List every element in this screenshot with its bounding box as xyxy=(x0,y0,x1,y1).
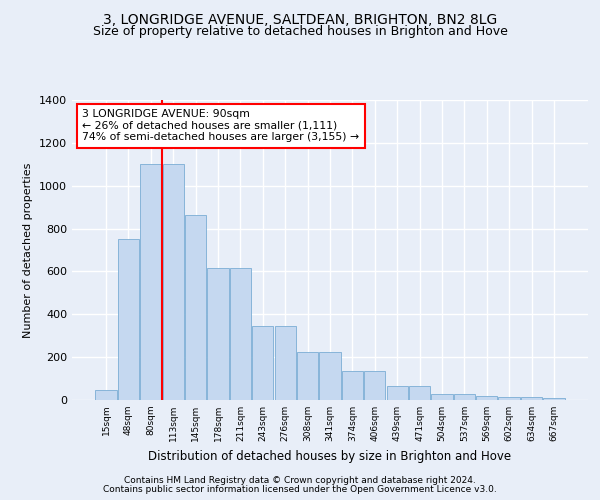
Bar xyxy=(476,396,497,400)
Text: 3 LONGRIDGE AVENUE: 90sqm
← 26% of detached houses are smaller (1,111)
74% of se: 3 LONGRIDGE AVENUE: 90sqm ← 26% of detac… xyxy=(82,109,359,142)
Bar xyxy=(185,216,206,400)
X-axis label: Distribution of detached houses by size in Brighton and Hove: Distribution of detached houses by size … xyxy=(148,450,512,462)
Bar xyxy=(118,240,139,400)
Bar xyxy=(95,390,117,400)
Bar xyxy=(342,371,363,400)
Bar xyxy=(521,397,542,400)
Bar xyxy=(275,326,296,400)
Bar xyxy=(543,398,565,400)
Bar xyxy=(208,268,229,400)
Bar xyxy=(431,394,452,400)
Bar xyxy=(252,326,274,400)
Text: Contains public sector information licensed under the Open Government Licence v3: Contains public sector information licen… xyxy=(103,485,497,494)
Text: 3, LONGRIDGE AVENUE, SALTDEAN, BRIGHTON, BN2 8LG: 3, LONGRIDGE AVENUE, SALTDEAN, BRIGHTON,… xyxy=(103,12,497,26)
Bar xyxy=(163,164,184,400)
Text: Size of property relative to detached houses in Brighton and Hove: Size of property relative to detached ho… xyxy=(92,25,508,38)
Bar xyxy=(364,371,385,400)
Bar xyxy=(140,164,161,400)
Y-axis label: Number of detached properties: Number of detached properties xyxy=(23,162,34,338)
Bar xyxy=(409,386,430,400)
Bar xyxy=(297,352,318,400)
Bar xyxy=(230,268,251,400)
Text: Contains HM Land Registry data © Crown copyright and database right 2024.: Contains HM Land Registry data © Crown c… xyxy=(124,476,476,485)
Bar xyxy=(386,386,408,400)
Bar xyxy=(319,352,341,400)
Bar xyxy=(454,394,475,400)
Bar xyxy=(499,397,520,400)
